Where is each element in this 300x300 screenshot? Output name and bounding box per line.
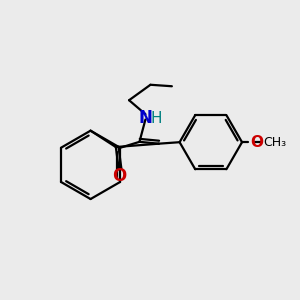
- Text: O: O: [112, 167, 126, 185]
- Text: CH₃: CH₃: [263, 136, 286, 149]
- Text: N: N: [139, 109, 152, 127]
- Text: O: O: [250, 135, 263, 150]
- Text: H: H: [151, 110, 163, 125]
